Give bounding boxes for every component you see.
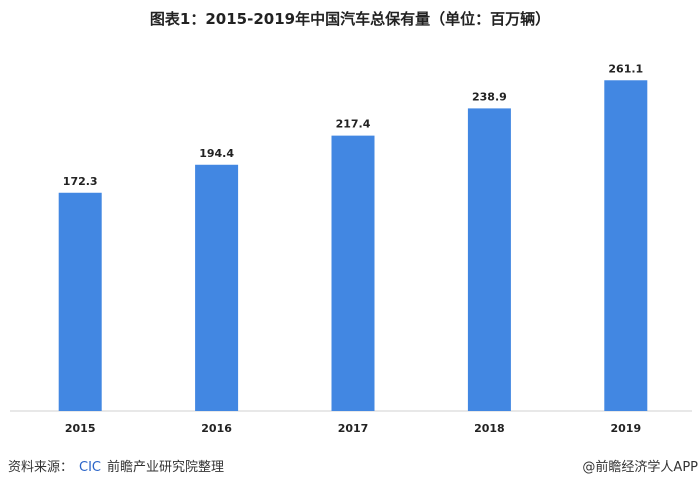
- chart-title: 图表1：2015-2019年中国汽车总保有量（单位：百万辆）: [149, 10, 551, 28]
- bar-2019: [604, 80, 648, 412]
- value-label-2016: 194.4: [199, 147, 234, 160]
- value-label-2015: 172.3: [63, 175, 98, 188]
- bar-chart: 172.3 2015 194.4 2016 217.4 2017 238.9 2018 261.…: [10, 62, 692, 435]
- x-tick-label-2015: 2015: [65, 422, 96, 435]
- bar-2018: [467, 108, 511, 411]
- source-label: 资料来源：: [8, 460, 74, 475]
- value-label-2019: 261.1: [608, 62, 643, 75]
- x-tick-label-2016: 2016: [201, 422, 232, 435]
- source-text: 前瞻产业研究院整理: [107, 460, 225, 475]
- value-label-2017: 217.4: [336, 118, 371, 131]
- source-org: CIC: [79, 460, 102, 475]
- value-label-2018: 238.9: [472, 90, 507, 103]
- credit-text: @前瞻经济学人APP: [582, 460, 698, 475]
- bar-2015: [58, 192, 102, 411]
- x-tick-label-2019: 2019: [610, 422, 641, 435]
- bar-2016: [195, 164, 239, 411]
- x-tick-label-2017: 2017: [338, 422, 369, 435]
- bar-2017: [331, 135, 375, 412]
- x-tick-label-2018: 2018: [474, 422, 505, 435]
- source-note: 资料来源： CIC 前瞻产业研究院整理: [8, 456, 224, 475]
